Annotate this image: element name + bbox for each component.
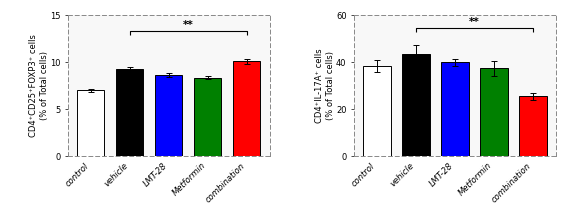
Y-axis label: CD4⁺CD25⁺FOXP3⁺ cells
(% of Total cells): CD4⁺CD25⁺FOXP3⁺ cells (% of Total cells) [29,34,49,137]
Bar [480,68,507,156]
Y-axis label: CD4⁺IL-17A⁺ cells
(% of Total cells): CD4⁺IL-17A⁺ cells (% of Total cells) [315,48,335,123]
Bar [77,90,104,156]
Bar [519,96,547,156]
Bar [194,78,221,156]
Bar [233,61,260,156]
Bar [116,69,143,156]
Text: **: ** [183,20,194,30]
Bar [155,75,183,156]
Bar [363,66,391,156]
Text: **: ** [469,17,480,27]
Bar [403,54,430,156]
Bar [441,62,468,156]
